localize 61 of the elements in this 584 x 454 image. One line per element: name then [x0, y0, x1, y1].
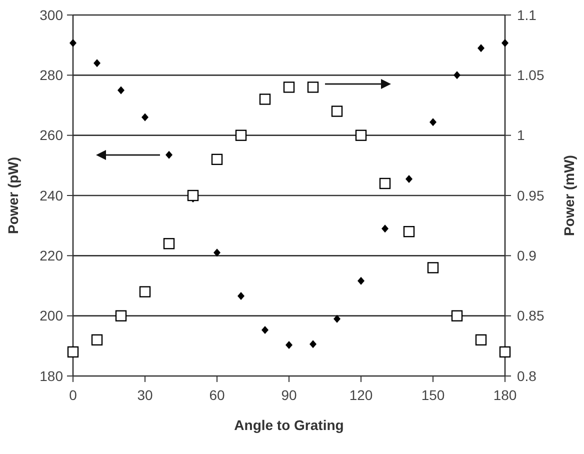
- point: [139, 286, 151, 298]
- x-axis-title: Angle to Grating: [234, 417, 344, 433]
- point: [478, 44, 484, 52]
- point: [214, 248, 220, 257]
- point: [187, 190, 199, 202]
- x-tick-label: 150: [421, 387, 445, 403]
- y-tick-label: 260: [40, 127, 64, 144]
- y2-tick-label: 0.85: [517, 308, 544, 324]
- y2-axis-title: Power (mW): [561, 155, 577, 236]
- point: [70, 38, 76, 47]
- point: [91, 334, 103, 346]
- point: [238, 292, 244, 300]
- point: [163, 238, 175, 250]
- x-tick-label: 120: [349, 387, 373, 403]
- point: [211, 154, 223, 165]
- y2-tick-label: 0.95: [517, 187, 544, 204]
- point: [286, 341, 292, 350]
- point: [454, 71, 460, 80]
- point: [403, 226, 415, 238]
- point: [283, 82, 295, 93]
- point: [406, 174, 412, 183]
- point: [355, 130, 367, 141]
- point: [118, 86, 124, 94]
- x-tick-label: 30: [137, 387, 153, 403]
- point: [310, 340, 316, 348]
- x-tick-label: 90: [281, 387, 297, 403]
- point: [94, 59, 100, 68]
- point: [430, 118, 436, 126]
- point: [67, 346, 79, 358]
- point: [166, 150, 172, 159]
- point: [142, 113, 148, 122]
- x-tick-label: 180: [493, 387, 517, 403]
- point: [262, 326, 268, 334]
- point: [259, 94, 271, 105]
- point: [475, 334, 487, 346]
- point: [334, 314, 340, 323]
- y-tick-label: 220: [40, 248, 64, 264]
- point: [307, 82, 319, 93]
- point: [499, 346, 511, 358]
- y2-tick-label: 1.1: [517, 6, 537, 23]
- y-tick-label: 240: [40, 187, 64, 204]
- y2-tick-label: 0.9: [517, 248, 537, 264]
- y-tick-label: 180: [40, 368, 64, 384]
- point: [379, 178, 391, 190]
- y-tick-label: 280: [40, 67, 64, 84]
- point: [427, 262, 439, 274]
- x-tick-label: 0: [69, 387, 78, 403]
- point: [502, 38, 508, 47]
- point: [235, 130, 247, 141]
- y-axis-title: Power (pW): [5, 157, 21, 234]
- x-tick-label: 60: [209, 387, 225, 403]
- point: [382, 224, 388, 233]
- y2-tick-label: 1.05: [517, 67, 544, 84]
- point: [331, 106, 343, 117]
- y2-tick-label: 1: [517, 127, 525, 144]
- y-tick-label: 200: [40, 308, 64, 324]
- y-tick-label: 300: [40, 6, 64, 23]
- y2-tick-label: 0.8: [517, 368, 537, 384]
- point: [115, 310, 127, 322]
- point: [451, 310, 463, 322]
- point: [358, 276, 364, 285]
